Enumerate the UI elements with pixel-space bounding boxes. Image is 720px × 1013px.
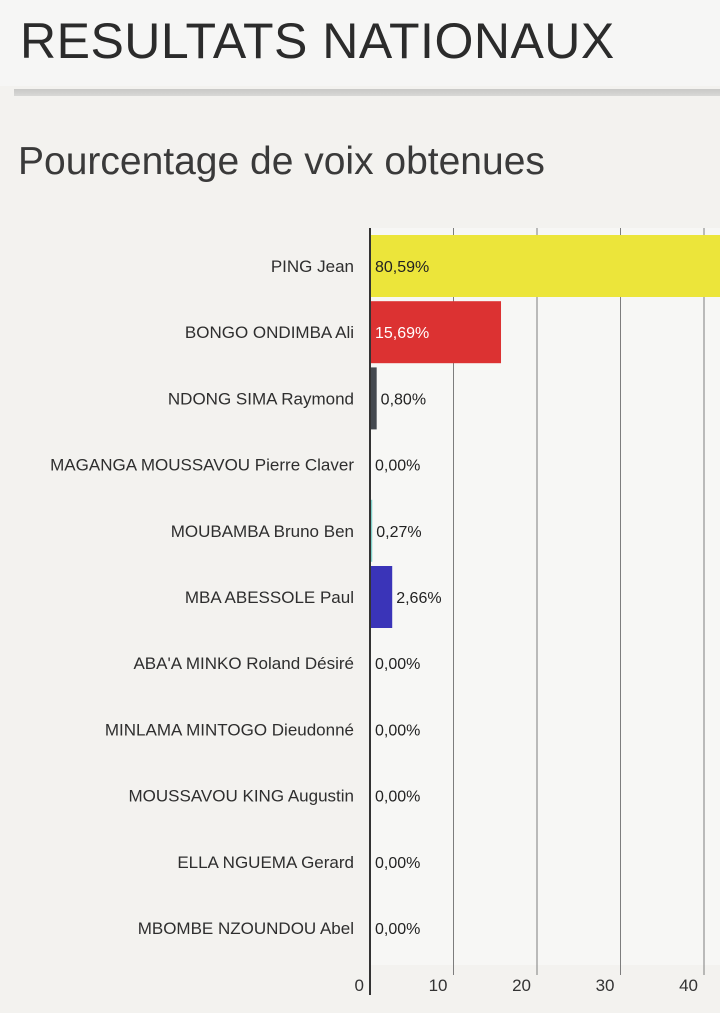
x-tick-label: 40 [679,976,698,995]
category-label: MOUSSAVOU KING Augustin [129,787,354,806]
x-tick-label: 20 [512,976,531,995]
category-label: ABA'A MINKO Roland Désiré [133,654,354,673]
value-label: 0,27% [376,524,421,541]
chart-title: Pourcentage de voix obtenues [18,140,545,183]
category-label: MOUBAMBA Bruno Ben [171,522,354,541]
x-tick-label: 30 [596,976,615,995]
value-label: 0,00% [375,921,420,938]
bar [370,235,720,297]
bar [370,301,502,364]
value-label: 0,00% [375,722,420,739]
bar [370,566,393,628]
header-band [0,0,720,86]
x-tick-label: 10 [429,976,448,995]
category-label: MAGANGA MOUSSAVOU Pierre Claver [50,456,354,475]
x-tick-label: 0 [355,976,364,995]
category-label: ELLA NGUEMA Gerard [177,853,354,872]
category-label: MINLAMA MINTOGO Dieudonné [105,720,354,739]
header-divider [14,89,720,96]
page-title: RESULTATS NATIONAUX [20,13,615,69]
category-label: NDONG SIMA Raymond [168,389,354,408]
category-label: PING Jean [271,257,354,276]
value-label: 2,66% [396,590,441,607]
value-label: 15,69% [375,325,429,342]
value-label: 0,00% [375,855,420,872]
value-label: 0,00% [375,458,420,475]
category-label: MBOMBE NZOUNDOU Abel [138,919,354,938]
value-label: 80,59% [375,259,429,276]
bar [370,367,377,430]
category-label: MBA ABESSOLE Paul [185,588,354,607]
value-label: 0,00% [375,789,420,806]
category-label: BONGO ONDIMBA Ali [185,323,354,342]
value-label: 0,00% [375,656,420,673]
value-label: 0,80% [381,391,426,408]
bar [370,499,373,562]
